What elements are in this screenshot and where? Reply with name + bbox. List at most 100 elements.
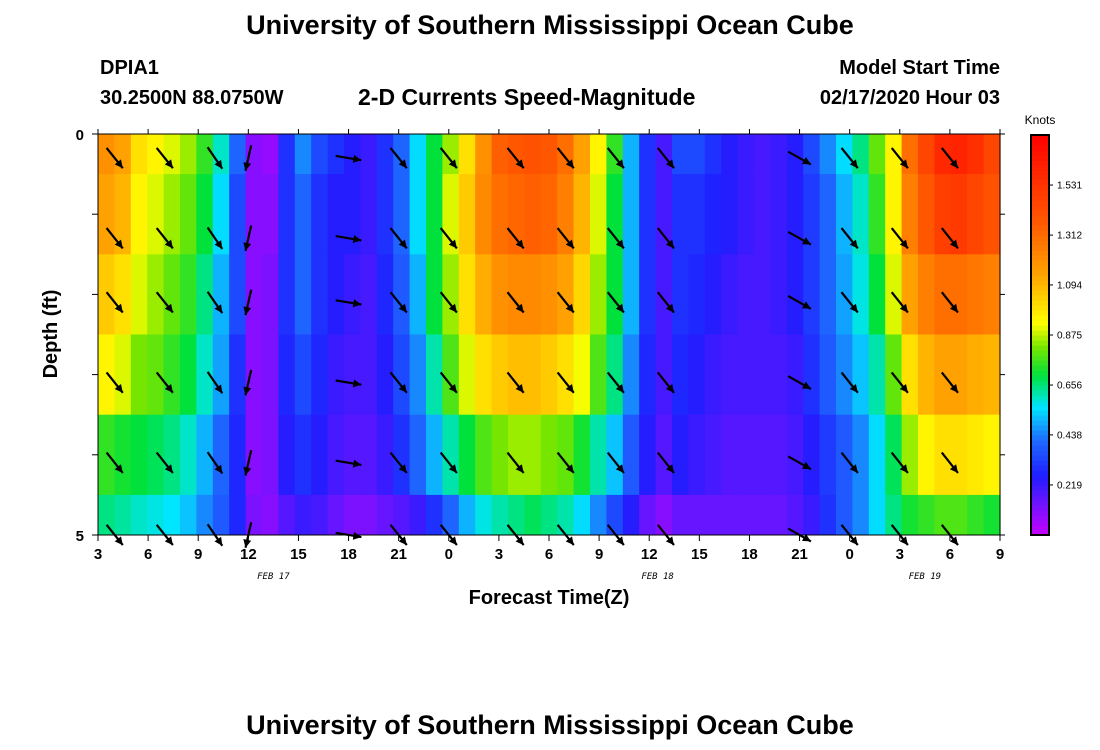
colorbar: Knots 1.531 1.312 1.094 0.875 0.656 0.438 0.219 <box>1025 113 1082 536</box>
colorbar-segment <box>1031 445 1049 451</box>
colorbar-segment <box>1031 220 1049 226</box>
colorbar-segment <box>1031 275 1049 281</box>
current-vector <box>105 291 124 314</box>
heatmap-cell <box>98 174 115 255</box>
heatmap-cell <box>130 134 148 175</box>
heatmap-cell <box>704 494 722 536</box>
heatmap-cell <box>590 494 607 536</box>
current-vector <box>556 451 575 474</box>
heatmap-cell <box>130 254 148 335</box>
vector-head <box>615 464 624 473</box>
heatmap-cell <box>934 134 952 175</box>
heatmap-cell <box>114 414 132 496</box>
colorbar-segment <box>1031 315 1049 321</box>
heatmap-cell <box>918 414 935 496</box>
heatmap-cell <box>327 254 345 335</box>
vector-head <box>214 159 223 169</box>
current-vector <box>606 147 625 169</box>
colorbar-segment <box>1031 325 1049 331</box>
heatmap-cell <box>967 134 985 175</box>
heatmap-cell <box>98 414 115 496</box>
colorbar-segment <box>1031 235 1049 241</box>
heatmap-cell <box>409 334 427 416</box>
heatmap-cell <box>409 134 427 175</box>
page-title-bottom: University of Southern Mississippi Ocean… <box>246 710 854 740</box>
heatmap-cell <box>672 134 689 175</box>
heatmap-cell <box>573 254 591 335</box>
heatmap-cell <box>458 254 476 335</box>
colorbar-segment <box>1031 525 1049 531</box>
vector-head <box>243 162 252 171</box>
page-title-top: University of Southern Mississippi Ocean… <box>246 10 854 40</box>
heatmap-cell <box>98 494 115 536</box>
heatmap-cell <box>294 414 312 496</box>
heatmap-cell <box>803 414 821 496</box>
current-vector <box>206 291 224 314</box>
heatmap-cell <box>229 414 247 496</box>
vector-head <box>899 536 908 546</box>
heatmap-cell <box>704 174 722 255</box>
heatmap-cell <box>393 494 411 536</box>
colorbar-segment <box>1031 425 1049 431</box>
current-vector <box>606 227 625 250</box>
heatmap-cell <box>786 174 804 255</box>
vector-head <box>164 159 173 169</box>
heatmap-cell <box>196 134 214 175</box>
heatmap-cell <box>409 494 427 536</box>
heatmap-cell <box>983 494 1001 536</box>
heatmap-cell <box>688 334 706 416</box>
heatmap-cell <box>540 134 558 175</box>
x-tick-label: 3 <box>495 546 503 563</box>
heatmap-cell <box>442 174 460 255</box>
heatmap-cell <box>540 174 558 255</box>
heatmap-cell <box>852 174 870 255</box>
current-vector <box>506 371 525 394</box>
heatmap-cell <box>868 414 886 496</box>
heatmap-cell <box>672 174 689 255</box>
vector-head <box>565 536 574 546</box>
heatmap-cell <box>360 174 378 255</box>
heatmap-cell <box>442 494 460 536</box>
station-coords: 30.2500N 88.0750W <box>100 87 284 109</box>
heatmap-cell <box>688 494 706 536</box>
heatmap-cell <box>819 414 837 496</box>
vector-head <box>164 239 173 249</box>
heatmap-cell <box>983 174 1001 255</box>
vector-head <box>243 242 252 251</box>
heatmap-cell <box>639 254 657 335</box>
current-vector <box>840 147 859 169</box>
colorbar-segment <box>1031 340 1049 346</box>
current-vector <box>335 154 362 163</box>
heatmap-cell <box>540 414 558 496</box>
heatmap-cell <box>557 334 575 416</box>
colorbar-segment <box>1031 245 1049 251</box>
heatmap-cell <box>393 174 411 255</box>
colorbar-segment <box>1031 150 1049 156</box>
vector-head <box>214 384 223 394</box>
current-vector <box>439 451 458 474</box>
heatmap-cell <box>786 494 804 536</box>
heatmap-cell <box>852 134 870 175</box>
vector-head <box>615 536 624 546</box>
heatmap-cell <box>868 494 886 536</box>
colorbar-segment <box>1031 495 1049 501</box>
vector-head <box>448 384 457 393</box>
station-id: DPIA1 <box>100 57 159 79</box>
current-vector <box>890 371 909 394</box>
heatmap-cell <box>196 174 214 255</box>
colorbar-segment <box>1031 210 1049 216</box>
vector-head <box>802 301 811 309</box>
heatmap-cell <box>524 494 542 536</box>
vector-head <box>565 464 574 473</box>
heatmap-cell <box>754 334 771 416</box>
heatmap-cell <box>212 414 230 496</box>
colorbar-segment <box>1031 205 1049 211</box>
heatmap-cell <box>98 134 115 175</box>
vector-head <box>665 536 674 546</box>
vector-head <box>448 159 457 169</box>
current-vector <box>389 291 408 314</box>
heatmap-cell <box>426 494 443 536</box>
y-tick-label: 5 <box>76 528 84 545</box>
heatmap-cell <box>590 134 607 175</box>
current-vector <box>389 147 408 169</box>
